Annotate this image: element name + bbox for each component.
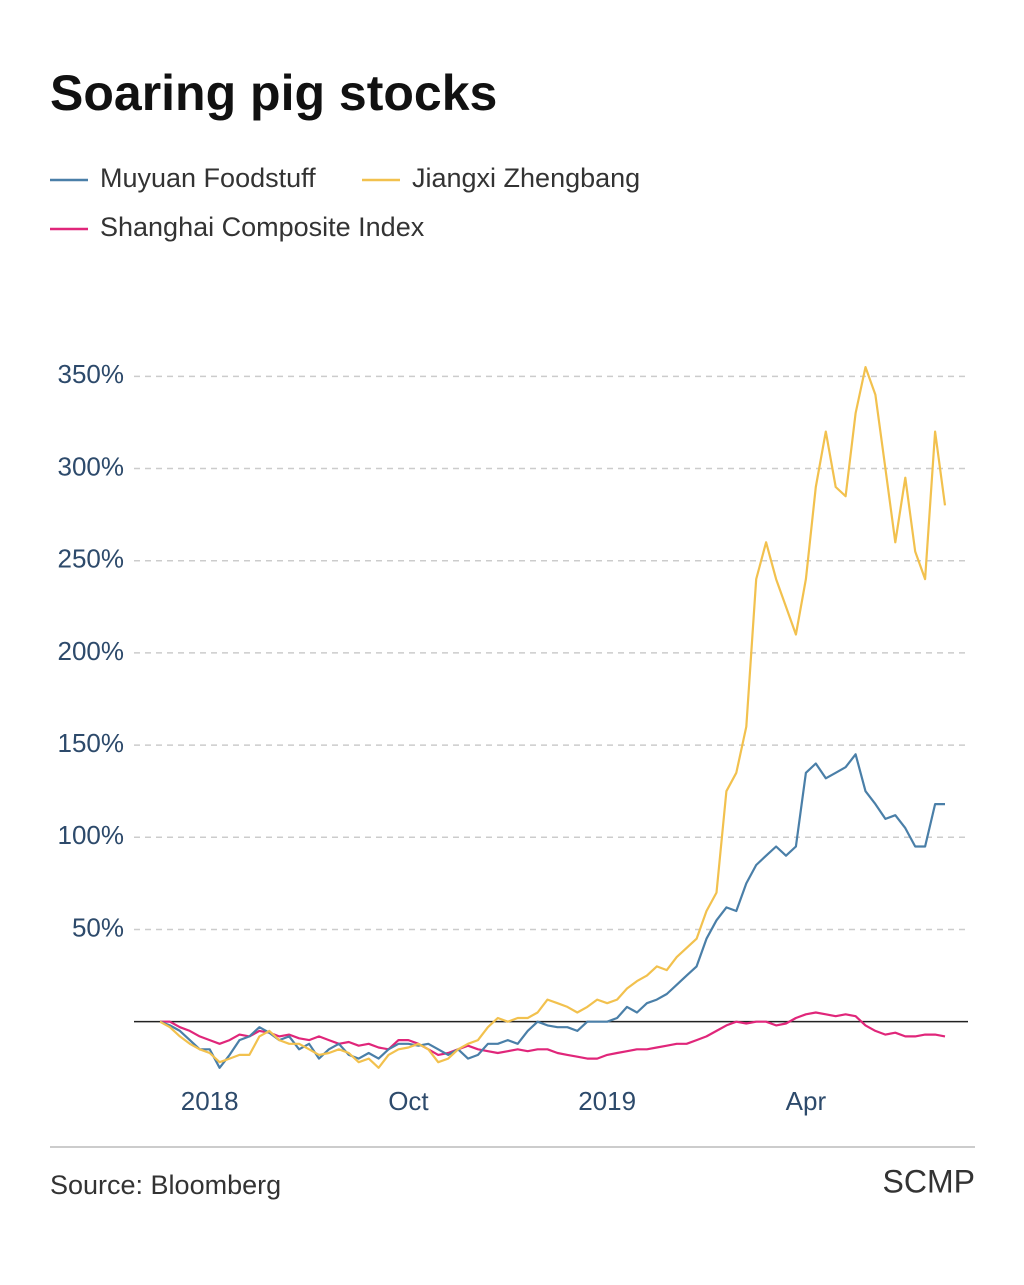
y-tick-label: 50% <box>72 912 124 942</box>
x-tick-label: 2019 <box>578 1086 636 1116</box>
x-tick-label: Apr <box>786 1086 827 1116</box>
y-tick-label: 150% <box>58 728 125 758</box>
series-line <box>159 366 947 1069</box>
credit: SCMP <box>883 1163 975 1199</box>
chart-title: Soaring pig stocks <box>50 65 497 121</box>
series-line <box>160 1011 946 1060</box>
y-tick-label: 350% <box>58 359 125 389</box>
y-tick-label: 300% <box>58 451 125 481</box>
x-tick-label: Oct <box>388 1086 429 1116</box>
x-tick-label: 2018 <box>181 1086 239 1116</box>
y-tick-label: 200% <box>58 636 125 666</box>
source: Source: Bloomberg <box>50 1170 281 1200</box>
legend-label: Muyuan Foodstuff <box>100 163 316 193</box>
legend-label: Shanghai Composite Index <box>100 212 425 242</box>
y-tick-label: 100% <box>58 820 125 850</box>
legend-label: Jiangxi Zhengbang <box>412 163 640 193</box>
y-tick-label: 250% <box>58 544 125 574</box>
series-line <box>159 753 945 1069</box>
